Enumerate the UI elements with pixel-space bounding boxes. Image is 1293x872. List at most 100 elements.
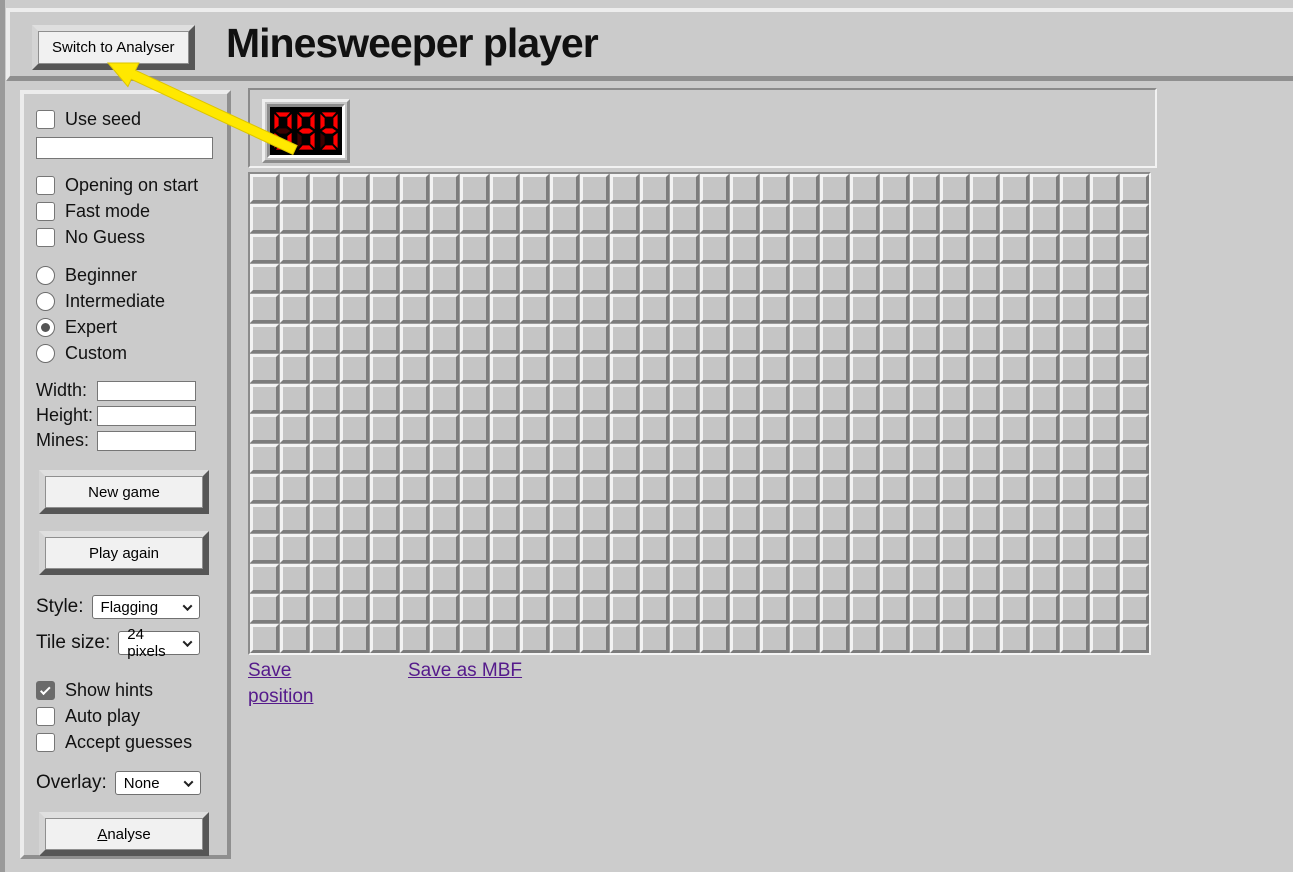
tile[interactable] [310, 294, 339, 323]
tile[interactable] [430, 294, 459, 323]
tile[interactable] [730, 534, 759, 563]
tile[interactable] [400, 234, 429, 263]
opening-on-start-checkbox[interactable] [36, 175, 55, 195]
tile[interactable] [280, 444, 309, 473]
tile[interactable] [610, 534, 639, 563]
tile[interactable] [280, 354, 309, 383]
tile[interactable] [250, 204, 279, 233]
tile[interactable] [790, 324, 819, 353]
tile[interactable] [1090, 234, 1119, 263]
tile[interactable] [520, 294, 549, 323]
tile[interactable] [850, 534, 879, 563]
tile[interactable] [640, 234, 669, 263]
tile[interactable] [730, 234, 759, 263]
tile[interactable] [850, 294, 879, 323]
tile[interactable] [340, 234, 369, 263]
tile[interactable] [880, 624, 909, 653]
tile[interactable] [670, 474, 699, 503]
tile[interactable] [670, 384, 699, 413]
tile[interactable] [490, 294, 519, 323]
tile[interactable] [790, 354, 819, 383]
intermediate-radio[interactable] [36, 291, 55, 311]
tile[interactable] [310, 534, 339, 563]
tile[interactable] [1060, 384, 1089, 413]
tile[interactable] [340, 594, 369, 623]
tile[interactable] [850, 564, 879, 593]
tile[interactable] [940, 204, 969, 233]
tile[interactable] [1000, 624, 1029, 653]
tile[interactable] [340, 174, 369, 203]
tile[interactable] [790, 474, 819, 503]
tile[interactable] [670, 504, 699, 533]
tile[interactable] [700, 444, 729, 473]
tile[interactable] [790, 174, 819, 203]
tile[interactable] [340, 204, 369, 233]
tile[interactable] [520, 444, 549, 473]
tile[interactable] [460, 354, 489, 383]
tile[interactable] [910, 204, 939, 233]
tile[interactable] [370, 174, 399, 203]
tile[interactable] [640, 504, 669, 533]
tile[interactable] [1060, 324, 1089, 353]
tile[interactable] [1120, 474, 1149, 503]
tile[interactable] [400, 444, 429, 473]
tile[interactable] [1030, 294, 1059, 323]
tile[interactable] [400, 294, 429, 323]
tile[interactable] [370, 504, 399, 533]
tile[interactable] [490, 264, 519, 293]
tile[interactable] [400, 504, 429, 533]
custom-radio[interactable] [36, 343, 55, 363]
tile[interactable] [790, 414, 819, 443]
tile[interactable] [460, 234, 489, 263]
tile[interactable] [670, 414, 699, 443]
tile[interactable] [370, 594, 399, 623]
tile[interactable] [700, 174, 729, 203]
tile[interactable] [970, 384, 999, 413]
tile[interactable] [520, 204, 549, 233]
expert-radio[interactable] [36, 317, 55, 337]
tile[interactable] [1000, 294, 1029, 323]
tile[interactable] [370, 324, 399, 353]
tile[interactable] [430, 234, 459, 263]
tile[interactable] [460, 174, 489, 203]
tile[interactable] [490, 504, 519, 533]
tile[interactable] [1090, 444, 1119, 473]
tile[interactable] [970, 174, 999, 203]
tile[interactable] [760, 594, 789, 623]
tile[interactable] [880, 594, 909, 623]
tile[interactable] [460, 564, 489, 593]
tile[interactable] [910, 174, 939, 203]
tile[interactable] [970, 324, 999, 353]
tile[interactable] [820, 324, 849, 353]
tile[interactable] [880, 174, 909, 203]
tile[interactable] [940, 354, 969, 383]
tile[interactable] [1000, 444, 1029, 473]
tile[interactable] [370, 414, 399, 443]
tile[interactable] [610, 474, 639, 503]
tile[interactable] [970, 474, 999, 503]
tile[interactable] [1120, 174, 1149, 203]
tile[interactable] [1000, 414, 1029, 443]
tile[interactable] [400, 534, 429, 563]
tile[interactable] [1030, 474, 1059, 503]
tile[interactable] [1030, 384, 1059, 413]
tile[interactable] [910, 354, 939, 383]
tile[interactable] [880, 564, 909, 593]
tile[interactable] [880, 324, 909, 353]
tile[interactable] [850, 444, 879, 473]
tile[interactable] [880, 504, 909, 533]
tile[interactable] [400, 414, 429, 443]
tile[interactable] [250, 594, 279, 623]
tile[interactable] [880, 414, 909, 443]
tile[interactable] [1000, 204, 1029, 233]
tile[interactable] [820, 624, 849, 653]
tile[interactable] [1030, 234, 1059, 263]
tile[interactable] [640, 624, 669, 653]
tile[interactable] [1060, 474, 1089, 503]
tile[interactable] [550, 564, 579, 593]
tile[interactable] [490, 474, 519, 503]
width-input[interactable] [97, 380, 196, 401]
tile[interactable] [700, 594, 729, 623]
tile[interactable] [730, 414, 759, 443]
tile[interactable] [670, 354, 699, 383]
